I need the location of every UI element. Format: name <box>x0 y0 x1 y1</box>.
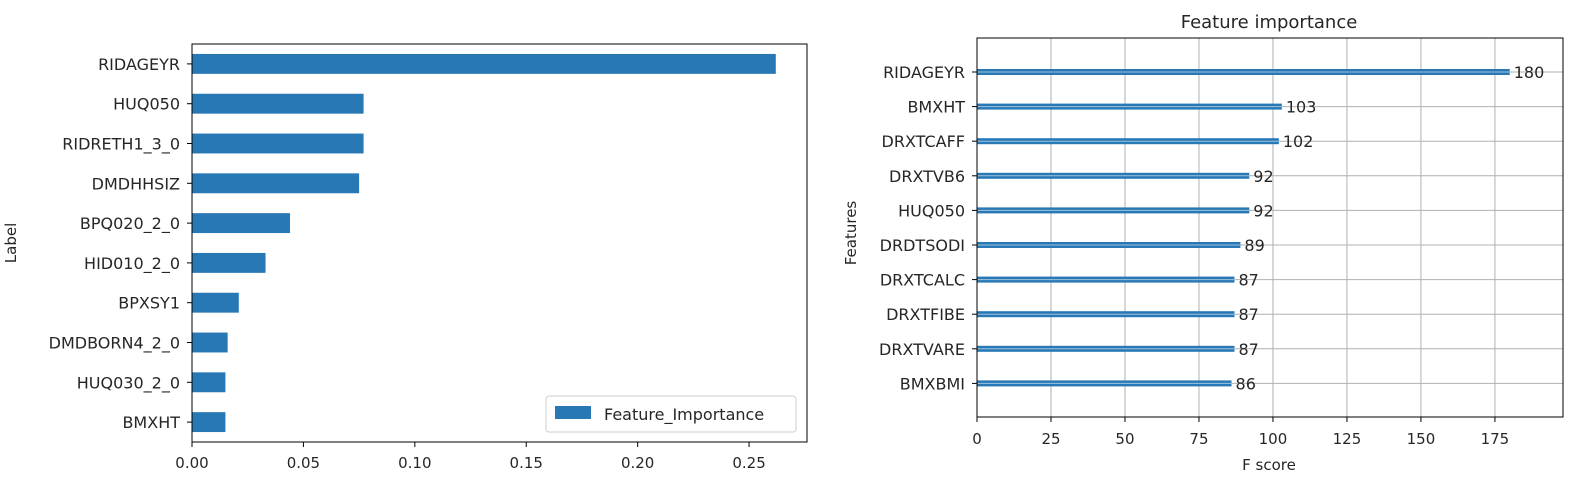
left-legend: Feature_Importance <box>545 395 797 433</box>
right-x-tick-label: 100 <box>1259 430 1288 448</box>
left-y-tick-label: DMDHHSIZ <box>92 174 180 193</box>
right-y-tick-label: DRXTCAFF <box>882 132 965 151</box>
left-x-tick-label: 0.20 <box>621 454 654 472</box>
right-y-tick-label: DRXTFIBE <box>886 305 965 324</box>
left-y-tick-label: BMXHT <box>122 413 180 432</box>
left-bar <box>192 412 226 433</box>
left-x-ticks: 0.00 0.05 0.10 0.15 0.20 0.25 <box>175 442 766 472</box>
right-x-tick-label: 150 <box>1407 430 1436 448</box>
left-bar <box>192 53 776 74</box>
left-y-tick-label: BPXSY1 <box>118 294 180 313</box>
chart-right: Feature importance Features F score 1801… <box>842 12 1564 474</box>
left-bar <box>192 93 364 114</box>
right-y-ticks: RIDAGEYR BMXHT DRXTCAFF DRXTVB6 HUQ050 DRDTSO… <box>879 63 977 393</box>
left-bars <box>192 53 776 433</box>
right-value-label: 103 <box>1286 98 1317 117</box>
left-bar <box>192 252 266 273</box>
left-bar <box>192 133 364 154</box>
left-y-ticks: RIDAGEYR HUQ050 RIDRETH1_3_0 DMDHHSIZ BPQ020… <box>49 55 192 432</box>
right-y-tick-label: DRDTSODI <box>880 236 965 255</box>
left-y-tick-label: RIDRETH1_3_0 <box>62 135 180 155</box>
right-x-tick-label: 0 <box>972 430 982 448</box>
right-x-tick-label: 25 <box>1041 430 1060 448</box>
right-grid <box>976 38 1563 417</box>
left-bar <box>192 173 360 194</box>
right-value-labels: 180 103 102 92 92 89 87 87 87 86 <box>1236 63 1545 393</box>
left-y-tick-label: HUQ050 <box>113 95 180 114</box>
right-y-tick-label: DRXTCALC <box>880 271 965 290</box>
right-plot-frame <box>976 37 1564 418</box>
left-x-tick-label: 0.05 <box>287 454 320 472</box>
right-bars <box>977 69 1510 387</box>
right-y-tick-label: BMXBMI <box>900 374 965 393</box>
left-y-axis-label: Label <box>2 223 20 263</box>
right-y-axis-label: Features <box>842 201 860 266</box>
left-bar <box>192 292 239 313</box>
right-value-label: 89 <box>1244 236 1264 255</box>
right-x-tick-label: 125 <box>1333 430 1362 448</box>
left-y-tick-label: BPQ020_2_0 <box>80 214 180 234</box>
left-y-tick-label: DMDBORN4_2_0 <box>49 334 180 354</box>
left-y-tick-label: HID010_2_0 <box>84 254 180 274</box>
right-x-ticks: 0 25 50 75 100 125 150 175 <box>972 417 1509 448</box>
left-legend-box <box>545 395 797 433</box>
right-y-tick-label: DRXTVB6 <box>889 167 965 186</box>
left-legend-label: Feature_Importance <box>604 405 764 425</box>
right-x-tick-label: 175 <box>1481 430 1510 448</box>
left-bar <box>192 213 291 234</box>
left-bar <box>192 372 226 393</box>
right-value-label: 87 <box>1238 305 1258 324</box>
left-x-tick-label: 0.10 <box>398 454 431 472</box>
right-value-label: 87 <box>1238 271 1258 290</box>
right-value-label: 86 <box>1236 374 1256 393</box>
right-value-label: 92 <box>1253 167 1273 186</box>
right-y-tick-label: HUQ050 <box>898 201 965 220</box>
right-value-label: 92 <box>1253 201 1273 220</box>
left-legend-swatch <box>555 406 591 419</box>
right-y-tick-label: DRXTVARE <box>879 340 965 359</box>
left-y-tick-label: RIDAGEYR <box>98 55 180 74</box>
left-x-tick-label: 0.25 <box>732 454 765 472</box>
right-y-tick-label: RIDAGEYR <box>883 63 965 82</box>
chart-left: Label RIDAGEYR HUQ050 RIDRETH1_3_0 DMDHHSIZ… <box>2 43 808 472</box>
left-bar <box>192 332 228 353</box>
left-plot-frame <box>191 43 808 443</box>
right-x-axis-label: F score <box>1242 456 1296 474</box>
left-x-tick-label: 0.15 <box>510 454 543 472</box>
left-x-tick-label: 0.00 <box>175 454 208 472</box>
right-value-label: 87 <box>1238 340 1258 359</box>
right-chart-title: Feature importance <box>1181 12 1358 33</box>
left-y-tick-label: HUQ030_2_0 <box>77 373 180 393</box>
right-y-tick-label: BMXHT <box>907 98 965 117</box>
right-value-label: 180 <box>1514 63 1545 82</box>
right-x-tick-label: 75 <box>1189 430 1208 448</box>
right-x-tick-label: 50 <box>1115 430 1134 448</box>
right-value-label: 102 <box>1283 132 1314 151</box>
